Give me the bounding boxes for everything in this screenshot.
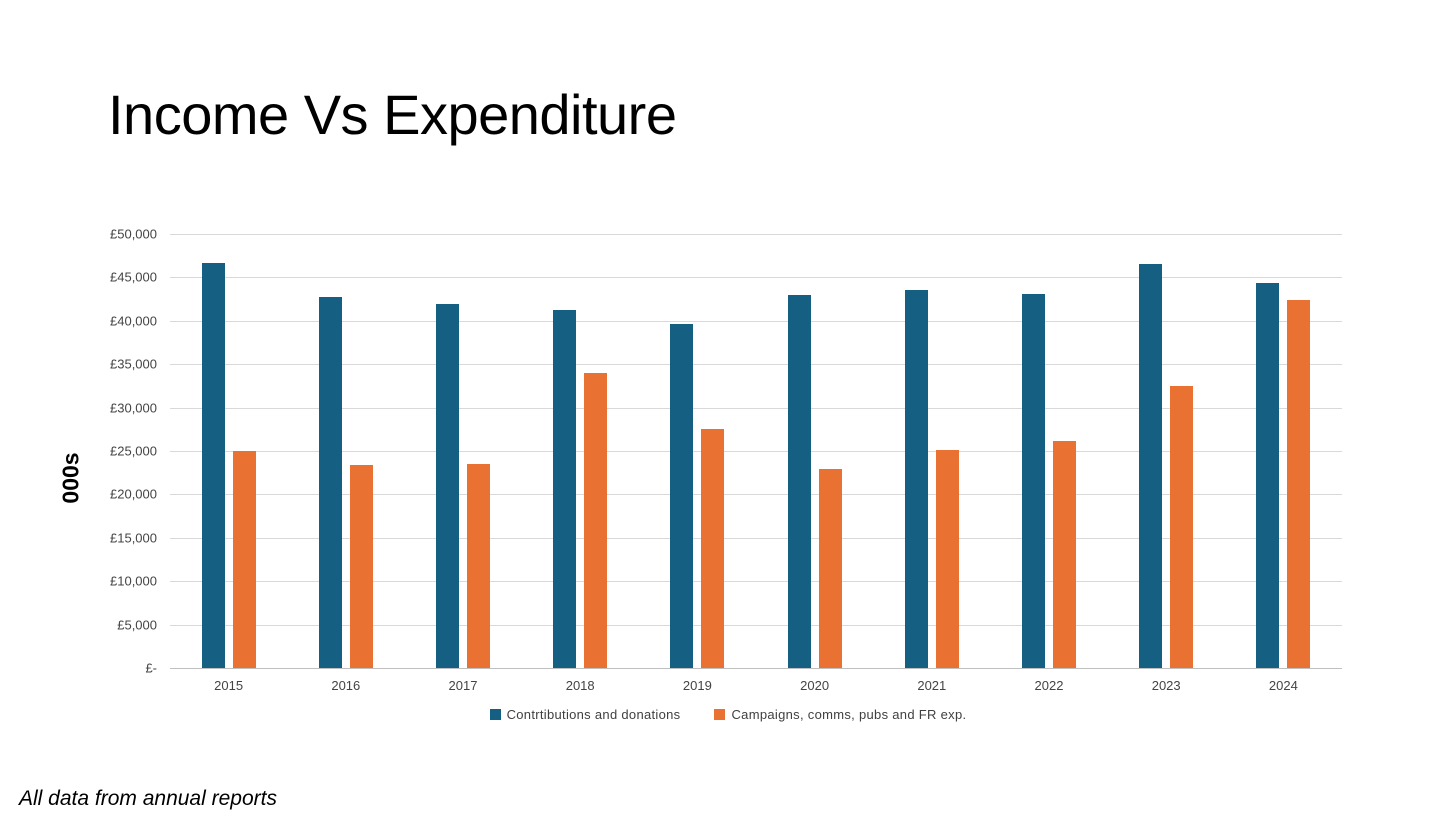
bar	[1170, 385, 1194, 668]
bar	[553, 309, 577, 668]
footnote: All data from annual reports	[19, 787, 277, 810]
x-tick-label: 2020	[800, 678, 830, 693]
y-tick-label: £-	[145, 660, 157, 676]
bar	[935, 450, 959, 668]
x-tick-label: 2023	[1151, 678, 1181, 693]
gridline	[170, 494, 1342, 496]
bar	[787, 294, 811, 668]
bar	[435, 304, 459, 668]
x-tick-label: 2018	[565, 678, 595, 693]
bar	[466, 464, 490, 668]
legend-swatch-icon	[714, 709, 726, 720]
gridline	[170, 364, 1342, 366]
y-tick-label: £30,000	[110, 400, 157, 416]
chart-legend: Contrtibutions and donations Campaigns, c…	[0, 707, 1456, 722]
y-tick-label: £20,000	[110, 486, 157, 502]
gridline	[170, 407, 1342, 409]
y-tick-label: £5,000	[117, 617, 157, 633]
category-group	[990, 234, 1107, 668]
gridline	[170, 234, 1342, 235]
category-group	[1108, 234, 1225, 668]
legend-swatch-icon	[489, 709, 501, 720]
bar	[349, 464, 373, 668]
x-tick-label: 2021	[917, 678, 947, 693]
category-group	[522, 234, 639, 668]
bar	[818, 469, 842, 668]
x-tick-label: 2022	[1034, 678, 1064, 693]
x-axis-tick-labels: 2015 2016 2017 2018 2019 2020 2021 2022 2023 2024	[170, 678, 1342, 698]
x-tick-label: 2024	[1268, 678, 1298, 693]
legend-label: Contrtibutions and donations	[506, 707, 681, 722]
bar	[1139, 263, 1163, 668]
legend-item: Campaigns, comms, pubs and FR exp.	[714, 707, 966, 722]
category-group	[1225, 234, 1342, 668]
category-group	[170, 234, 287, 668]
category-group	[873, 234, 990, 668]
x-tick-label: 2017	[448, 678, 478, 693]
bar	[584, 372, 608, 668]
y-tick-label: £35,000	[110, 356, 157, 372]
category-group	[287, 234, 404, 668]
y-tick-label: £50,000	[110, 226, 157, 242]
gridline	[170, 320, 1342, 322]
y-tick-label: £10,000	[110, 573, 157, 589]
y-tick-label: £40,000	[110, 313, 157, 329]
y-axis-tick-labels: £- £5,000 £10,000 £15,000 £20,000 £25,000 £30,…	[0, 227, 157, 676]
bar	[904, 290, 928, 668]
chart-title: Income Vs Expenditure	[108, 83, 677, 146]
bar	[1052, 441, 1076, 668]
x-axis-line	[170, 668, 1342, 669]
gridline	[170, 537, 1342, 539]
bar	[201, 262, 225, 668]
bar	[1021, 293, 1045, 668]
x-tick-label: 2019	[682, 678, 712, 693]
category-group	[404, 234, 521, 668]
y-tick-label: £25,000	[110, 443, 157, 459]
gridline	[170, 451, 1342, 452]
y-tick-label: £15,000	[110, 530, 157, 546]
bar	[232, 451, 256, 668]
category-group	[756, 234, 873, 668]
y-tick-label: £45,000	[110, 269, 157, 285]
plot-area	[170, 234, 1342, 669]
bar	[1287, 299, 1311, 668]
legend-label: Campaigns, comms, pubs and FR exp.	[731, 707, 967, 722]
bar	[318, 296, 342, 668]
x-tick-label: 2016	[331, 678, 361, 693]
gridline	[170, 581, 1342, 583]
legend-item: Contrtibutions and donations	[489, 707, 681, 722]
bar	[701, 429, 725, 668]
gridline	[170, 277, 1342, 279]
bar	[670, 324, 694, 668]
category-group	[639, 234, 756, 668]
gridline	[170, 624, 1342, 626]
x-tick-label: 2015	[214, 678, 244, 693]
bar	[1256, 283, 1280, 668]
